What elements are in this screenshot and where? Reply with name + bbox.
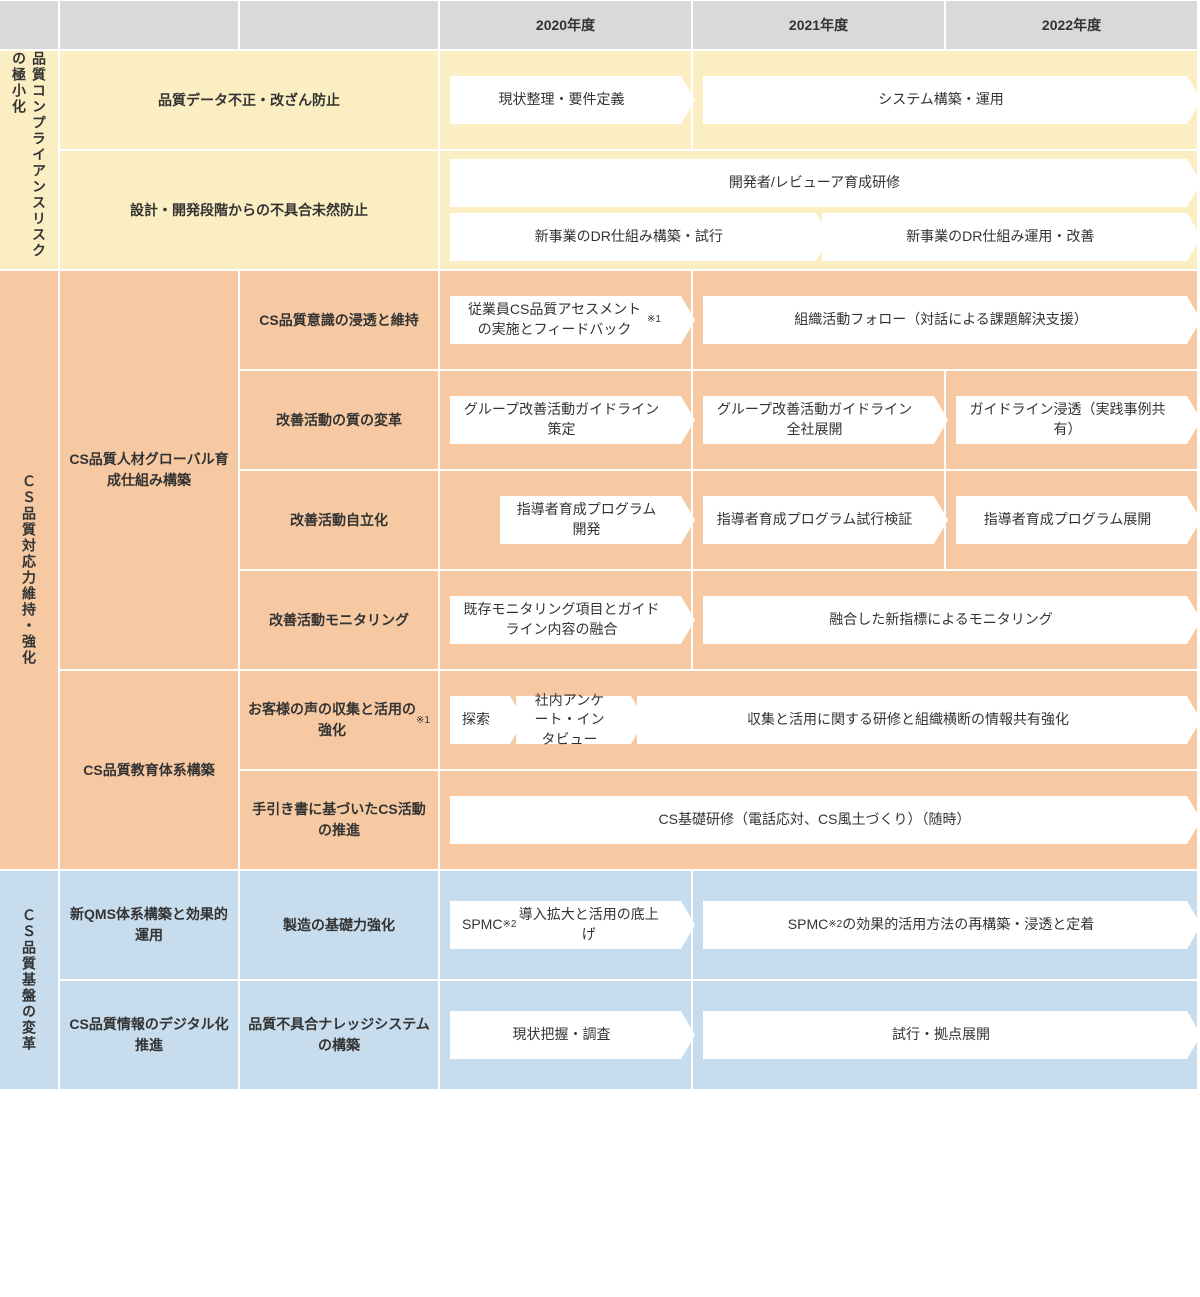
arrow-knowledge-trial: 試行・拠点展開	[703, 1011, 1187, 1059]
sublabel-monitoring: 改善活動モニタリング	[240, 571, 440, 671]
row-label-digital: CS品質情報のデジタル化推進	[60, 981, 240, 1091]
stage-2020-data-fraud: 現状整理・要件定義	[440, 51, 693, 151]
stage-leader-2020: 指導者育成プログラム開発	[440, 471, 693, 571]
section-title-cs-strength: ＣＳ品質対応力維持・強化	[0, 271, 60, 871]
stage-2021-2022-data-fraud: システム構築・運用	[693, 51, 1199, 151]
arrow-guideline-make: グループ改善活動ガイドライン策定	[450, 396, 681, 444]
section-title-cs-base-text: ＣＳ品質基盤の変革	[19, 908, 39, 1052]
stage-guideline-2020: グループ改善活動ガイドライン策定	[440, 371, 693, 471]
stage-spmc-2021-22: SPMC※2の効果的活用方法の再構築・浸透と定着	[693, 871, 1199, 981]
stage-customer-voice: 探索 社内アンケート・インタビュー 収集と活用に関する研修と組織横断の情報共有強…	[440, 671, 1199, 771]
hdr-blank-1	[0, 1, 60, 51]
hdr-year-3: 2022年度	[946, 1, 1199, 51]
hdr-blank-2	[60, 1, 240, 51]
stage-leader-2021: 指導者育成プログラム試行検証	[693, 471, 946, 571]
arrow-current-state: 現状整理・要件定義	[450, 76, 681, 124]
section-title-compliance: 品質コンプライアンスリスクの極小化	[0, 51, 60, 271]
group-label-hr-global: CS品質人材グローバル育成仕組み構築	[60, 271, 240, 671]
sublabel-customer-voice: お客様の声の収集と活用の強化※1	[240, 671, 440, 771]
section-title-cs-base: ＣＳ品質基盤の変革	[0, 871, 60, 1091]
sublabel-cs-awareness: CS品質意識の浸透と維持	[240, 271, 440, 371]
arrow-dr-improve: 新事業のDR仕組み運用・改善	[822, 213, 1188, 261]
arrow-leader-rollout: 指導者育成プログラム展開	[956, 496, 1187, 544]
section-title-compliance-text: 品質コンプライアンスリスクの極小化	[9, 51, 49, 269]
arrow-assessment: 従業員CS品質アセスメントの実施とフィードバック※1	[450, 296, 681, 344]
row-label-data-fraud: 品質データ不正・改ざん防止	[60, 51, 440, 151]
arrow-guideline-deploy: グループ改善活動ガイドライン全社展開	[703, 396, 934, 444]
sublabel-knowledge: 品質不具合ナレッジシステムの構築	[240, 981, 440, 1091]
stage-cs-awareness-2021-22: 組織活動フォロー（対話による課題解決支援）	[693, 271, 1199, 371]
stage-knowledge-2021-22: 試行・拠点展開	[693, 981, 1199, 1091]
stage-cs-awareness-2020: 従業員CS品質アセスメントの実施とフィードバック※1	[440, 271, 693, 371]
stage-monitoring-2021-22: 融合した新指標によるモニタリング	[693, 571, 1199, 671]
stage-spmc-2020: SPMC※2導入拡大と活用の底上げ	[440, 871, 693, 981]
arrow-collection-share: 収集と活用に関する研修と組織横断の情報共有強化	[637, 696, 1187, 744]
stage-basic-training: CS基礎研修（電話応対、CS風土づくり）（随時）	[440, 771, 1199, 871]
arrow-guideline-spread: ガイドライン浸透（実践事例共有）	[956, 396, 1187, 444]
arrow-knowledge-survey: 現状把握・調査	[450, 1011, 681, 1059]
sublabel-self-improve: 改善活動自立化	[240, 471, 440, 571]
sublabel-quality-reform: 改善活動の質の変革	[240, 371, 440, 471]
arrow-spmc-intro: SPMC※2導入拡大と活用の底上げ	[450, 901, 681, 949]
stage-design-dev: 開発者/レビューア育成研修 新事業のDR仕組み構築・試行 新事業のDR仕組み運用…	[440, 151, 1199, 271]
arrow-explore: 探索	[450, 696, 510, 744]
arrow-monitoring-merge: 既存モニタリング項目とガイドライン内容の融合	[450, 596, 681, 644]
hdr-year-1: 2020年度	[440, 1, 693, 51]
arrow-basic-training: CS基礎研修（電話応対、CS風土づくり）（随時）	[450, 796, 1187, 844]
arrow-monitoring-new: 融合した新指標によるモニタリング	[703, 596, 1187, 644]
sublabel-handbook: 手引き書に基づいたCS活動の推進	[240, 771, 440, 871]
arrow-org-follow: 組織活動フォロー（対話による課題解決支援）	[703, 296, 1187, 344]
arrow-dr-build: 新事業のDR仕組み構築・試行	[450, 213, 816, 261]
stage-monitoring-2020: 既存モニタリング項目とガイドライン内容の融合	[440, 571, 693, 671]
stage-guideline-2022: ガイドライン浸透（実践事例共有）	[946, 371, 1199, 471]
arrow-leader-dev: 指導者育成プログラム開発	[500, 496, 681, 544]
row-label-design-dev: 設計・開発段階からの不具合未然防止	[60, 151, 440, 271]
arrow-system-build: システム構築・運用	[703, 76, 1187, 124]
stage-guideline-2021: グループ改善活動ガイドライン全社展開	[693, 371, 946, 471]
roadmap-table: 2020年度 2021年度 2022年度 品質コンプライアンスリスクの極小化 品…	[0, 0, 1200, 1091]
hdr-blank-3	[240, 1, 440, 51]
stage-knowledge-2020: 現状把握・調査	[440, 981, 693, 1091]
sublabel-mfg: 製造の基礎力強化	[240, 871, 440, 981]
arrow-leader-trial: 指導者育成プログラム試行検証	[703, 496, 934, 544]
arrow-reviewer-training: 開発者/レビューア育成研修	[450, 159, 1187, 207]
row-label-qms: 新QMS体系構築と効果的運用	[60, 871, 240, 981]
section-title-cs-strength-text: ＣＳ品質対応力維持・強化	[19, 474, 39, 666]
arrow-survey: 社内アンケート・インタビュー	[516, 696, 631, 744]
arrow-spmc-effective: SPMC※2の効果的活用方法の再構築・浸透と定着	[703, 901, 1187, 949]
group-label-cs-edu: CS品質教育体系構築	[60, 671, 240, 871]
hdr-year-2: 2021年度	[693, 1, 946, 51]
stage-leader-2022: 指導者育成プログラム展開	[946, 471, 1199, 571]
